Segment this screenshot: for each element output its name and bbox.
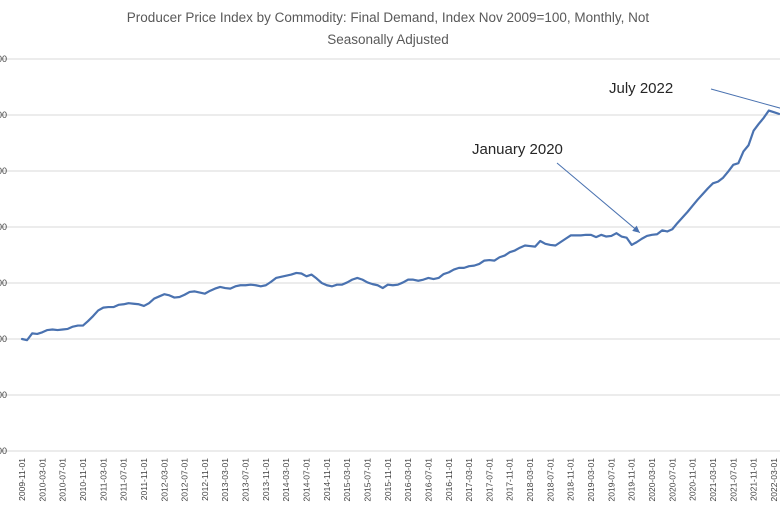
x-tick-label: 2010-03-01 bbox=[37, 458, 47, 502]
x-tick-label: 2021-07-01 bbox=[728, 458, 738, 502]
x-tick-label: 2022-03-01 bbox=[769, 458, 779, 502]
annotation-label: July 2022 bbox=[609, 80, 673, 97]
annotation-arrow bbox=[556, 162, 641, 234]
x-tick-label: 2013-03-01 bbox=[220, 458, 230, 502]
x-tick-label: 2019-03-01 bbox=[586, 458, 596, 502]
x-tick-label: 2019-07-01 bbox=[606, 458, 616, 502]
annotation-arrow bbox=[710, 88, 780, 109]
x-tick-label: 2010-07-01 bbox=[58, 458, 68, 502]
x-tick-label: 2013-11-01 bbox=[261, 458, 271, 501]
x-tick-label: 2015-03-01 bbox=[342, 458, 352, 502]
x-tick-label: 2017-07-01 bbox=[484, 458, 494, 502]
y-tick-label-90: 90.00 bbox=[0, 390, 7, 400]
x-tick-label: 2011-07-01 bbox=[119, 458, 129, 501]
annotation-label: January 2020 bbox=[472, 141, 563, 158]
x-tick-label: 2012-03-01 bbox=[159, 458, 169, 502]
y-tick-label-140: 140.00 bbox=[0, 110, 7, 120]
x-tick-label: 2019-11-01 bbox=[627, 458, 637, 501]
y-tick-label-150: 150.00 bbox=[0, 54, 7, 64]
x-tick-label: 2021-11-01 bbox=[749, 458, 759, 501]
x-tick-label: 2018-03-01 bbox=[525, 458, 535, 502]
x-tick-label: 2014-07-01 bbox=[302, 458, 312, 502]
x-tick-label: 2018-11-01 bbox=[566, 458, 576, 501]
x-tick-label: 2020-03-01 bbox=[647, 458, 657, 502]
x-tick-label: 2009-11-01 bbox=[17, 458, 27, 501]
x-tick-label: 2016-07-01 bbox=[423, 458, 433, 502]
x-tick-label: 2012-07-01 bbox=[180, 458, 190, 502]
x-axis-tick-labels: 2009-11-01 2010-03-01 2010-07-01 2010-11-01… bbox=[17, 458, 779, 502]
x-tick-label: 2012-11-01 bbox=[200, 458, 210, 501]
x-tick-label: 2020-11-01 bbox=[688, 458, 698, 501]
annotations: January 2020 July 2022 bbox=[472, 80, 780, 234]
y-tick-label-120: 120.00 bbox=[0, 222, 7, 232]
x-tick-label: 2020-07-01 bbox=[667, 458, 677, 502]
x-tick-label: 2017-03-01 bbox=[464, 458, 474, 502]
gridlines bbox=[0, 58, 780, 452]
y-tick-label-80: 80.00 bbox=[0, 446, 7, 456]
x-tick-label: 2015-11-01 bbox=[383, 458, 393, 501]
x-tick-label: 2021-03-01 bbox=[708, 458, 718, 502]
x-tick-label: 2014-03-01 bbox=[281, 458, 291, 502]
x-tick-label: 2018-07-01 bbox=[545, 458, 555, 502]
x-tick-label: 2010-11-01 bbox=[78, 458, 88, 501]
x-tick-label: 2016-11-01 bbox=[444, 458, 454, 501]
x-tick-label: 2017-11-01 bbox=[505, 458, 515, 501]
annotation-arrowhead bbox=[632, 225, 640, 233]
x-tick-label: 2011-03-01 bbox=[98, 458, 108, 501]
y-axis-tick-labels: 80.00 90.00 100.00 110.00 120.00 130.00 140.00… bbox=[0, 54, 7, 456]
chart-title-line-1: Producer Price Index by Commodity: Final… bbox=[127, 10, 650, 25]
x-tick-label: 2011-11-01 bbox=[139, 458, 149, 500]
y-tick-label-130: 130.00 bbox=[0, 166, 7, 176]
y-tick-label-100: 100.00 bbox=[0, 334, 7, 344]
x-tick-label: 2013-07-01 bbox=[241, 458, 251, 502]
x-tick-label: 2014-11-01 bbox=[322, 458, 332, 501]
x-tick-label: 2015-07-01 bbox=[362, 458, 372, 502]
x-tick-label: 2016-03-01 bbox=[403, 458, 413, 502]
series-line bbox=[20, 109, 780, 342]
y-tick-label-110: 110.00 bbox=[0, 278, 7, 288]
chart-title-line-2: Seasonally Adjusted bbox=[327, 32, 449, 47]
